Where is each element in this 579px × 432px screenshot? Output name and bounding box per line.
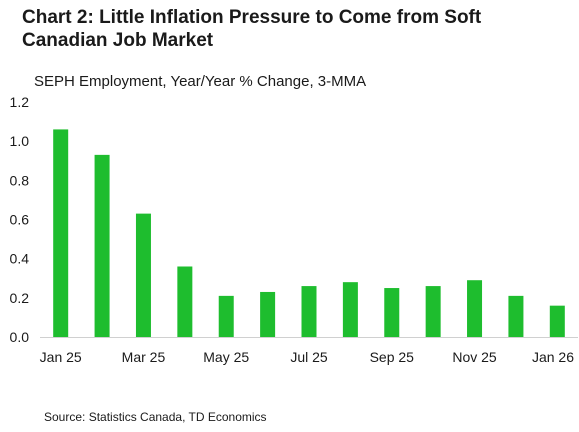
x-tick-label: Nov 25 bbox=[452, 349, 497, 365]
bar-oct-25 bbox=[425, 286, 441, 337]
x-tick-label: Jan 26 bbox=[532, 349, 574, 365]
x-tick-label: May 25 bbox=[203, 349, 249, 365]
x-tick-label: Jan 25 bbox=[40, 349, 82, 365]
chart-subtitle: SEPH Employment, Year/Year % Change, 3-M… bbox=[34, 73, 367, 90]
y-tick-label: 0.0 bbox=[10, 329, 30, 345]
bar-jun-25 bbox=[260, 291, 276, 337]
bar-apr-25 bbox=[177, 266, 193, 337]
bar-feb-25 bbox=[94, 154, 110, 337]
bar-aug-25 bbox=[342, 282, 358, 337]
x-tick-label: Sep 25 bbox=[370, 349, 415, 365]
bar-nov-25 bbox=[467, 280, 483, 337]
y-tick-label: 1.2 bbox=[10, 94, 30, 110]
x-tick-label: Jul 25 bbox=[290, 349, 328, 365]
y-tick-label: 0.2 bbox=[10, 290, 30, 306]
chart-title: Chart 2: Little Inflation Pressure to Co… bbox=[22, 7, 482, 51]
bar-may-25 bbox=[218, 295, 234, 337]
y-tick-label: 1.0 bbox=[10, 133, 30, 149]
bar-jan-25 bbox=[53, 129, 69, 337]
bar-jul-25 bbox=[301, 286, 317, 337]
y-tick-label: 0.4 bbox=[10, 251, 30, 267]
bar-sep-25 bbox=[384, 288, 400, 337]
x-tick-label: Mar 25 bbox=[122, 349, 166, 365]
bar-mar-25 bbox=[135, 213, 151, 337]
y-tick-label: 0.6 bbox=[10, 212, 30, 228]
source-note: Source: Statistics Canada, TD Economics bbox=[44, 410, 267, 424]
bar-jan-26 bbox=[549, 305, 565, 337]
y-tick-label: 0.8 bbox=[10, 172, 30, 188]
bar-dec-25 bbox=[508, 295, 524, 337]
